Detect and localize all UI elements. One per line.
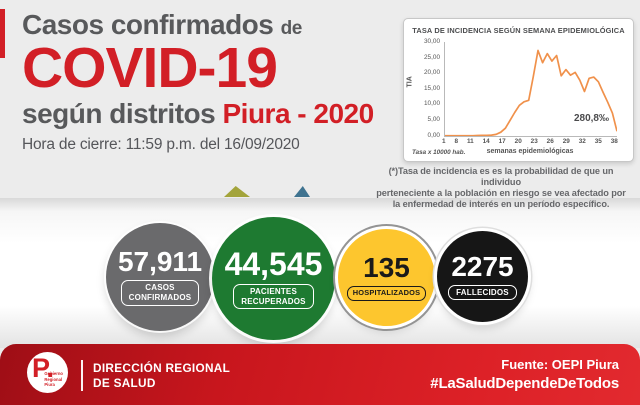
recovered-label-line2: RECUPERADOS bbox=[241, 296, 306, 306]
header-line1-text: Casos confirmados bbox=[22, 9, 274, 40]
x-tick-label: 14 bbox=[482, 138, 490, 145]
deceased-count: 2275 bbox=[451, 250, 514, 282]
header-line1-suffix: de bbox=[280, 18, 303, 39]
chart-x-axis-label: semanas epidemiológicas bbox=[486, 148, 574, 155]
chart-y-axis-label: TIA bbox=[406, 76, 414, 88]
confirmed-label: CASOS CONFIRMADOS bbox=[120, 280, 200, 306]
chart-plot-area: 280,8‰ bbox=[444, 42, 617, 137]
x-tick-label: 23 bbox=[530, 138, 538, 145]
x-axis-ticks: 1 8 11 14 17 20 23 26 29 32 35 38 bbox=[442, 138, 618, 145]
recovered-count: 44,545 bbox=[224, 245, 323, 282]
confirmed-count: 57,911 bbox=[117, 246, 203, 278]
source-text: Fuente: OEPI Piura bbox=[501, 357, 619, 372]
footnote-line: (*)Tasa de incidencia es es la probabili… bbox=[388, 166, 614, 188]
deceased-label-line1: FALLECIDOS bbox=[456, 287, 509, 297]
header-subtitle-red: Piura - 2020 bbox=[222, 98, 374, 130]
org-name: DIRECCIÓN REGIONAL DE SALUD bbox=[93, 361, 230, 390]
x-tick-label: 29 bbox=[562, 138, 570, 145]
footnote-line: perteneciente a la población en riesgo s… bbox=[376, 188, 626, 199]
x-tick-label: 38 bbox=[610, 138, 618, 145]
org-name-line2: DE SALUD bbox=[93, 375, 156, 390]
incidence-chart-card: TASA DE INCIDENCIA SEGÚN SEMANA EPIDEMIO… bbox=[403, 18, 634, 162]
y-tick-label: 10,00 bbox=[424, 100, 440, 108]
hashtag-text: #LaSaludDependeDeTodos bbox=[430, 374, 619, 392]
footer-right: Fuente: OEPI Piura #LaSaludDependeDeTodo… bbox=[430, 357, 619, 393]
page-title: COVID-19 bbox=[22, 36, 278, 101]
chart-annotation: 280,8‰ bbox=[573, 113, 609, 124]
y-tick-label: 30,00 bbox=[424, 38, 440, 45]
footer-divider bbox=[81, 360, 83, 391]
x-tick-label: 1 bbox=[442, 138, 446, 145]
regional-government-logo: P. Gobierno Regional Piura bbox=[27, 352, 68, 393]
x-tick-label: 11 bbox=[466, 138, 474, 145]
x-tick-label: 35 bbox=[594, 138, 602, 145]
y-tick-label: 5,00 bbox=[427, 115, 440, 123]
header-line3: según distritos Piura - 2020 bbox=[22, 99, 374, 128]
footnote-line: la enfermedad de interés en un período e… bbox=[392, 199, 610, 210]
hospitalized-label: HOSPITALIZADOS bbox=[346, 286, 427, 301]
deceased-label: FALLECIDOS bbox=[448, 284, 517, 301]
recovered-label: PACIENTES RECUPERADOS bbox=[233, 283, 314, 310]
y-tick-label: 25,00 bbox=[424, 53, 440, 61]
header: Casos confirmados de COVID-19 según dist… bbox=[22, 10, 374, 154]
incidence-line-svg bbox=[445, 49, 617, 136]
stat-circle-deceased: 2275 FALLECIDOS bbox=[437, 231, 528, 322]
x-tick-label: 8 bbox=[454, 138, 459, 145]
stat-circle-recovered: 44,545 PACIENTES RECUPERADOS bbox=[212, 217, 335, 340]
hospitalized-label-line1: HOSPITALIZADOS bbox=[352, 288, 421, 298]
y-tick-label: 0,00 bbox=[427, 131, 440, 139]
footer-bar: P. Gobierno Regional Piura DIRECCIÓN REG… bbox=[0, 344, 640, 405]
recovered-label-line1: PACIENTES bbox=[250, 286, 297, 296]
hospitalized-count: 135 bbox=[363, 252, 410, 284]
y-tick-label: 20,00 bbox=[424, 69, 440, 77]
incidence-footnote: (*)Tasa de incidencia es es la probabili… bbox=[370, 166, 632, 210]
chart-rate-note: Tasa x 10000 hab. bbox=[412, 149, 466, 156]
left-red-ribbon bbox=[0, 9, 5, 58]
org-name-line1: DIRECCIÓN REGIONAL bbox=[93, 361, 231, 375]
confirmed-label-line1: CASOS bbox=[145, 283, 175, 293]
x-tick-label: 17 bbox=[498, 138, 506, 145]
closing-time: Hora de cierre: 11:59 p.m. del 16/09/202… bbox=[22, 135, 300, 153]
x-tick-label: 26 bbox=[546, 138, 554, 145]
header-line1: Casos confirmados de bbox=[22, 10, 374, 39]
header-subtitle-gray: según distritos bbox=[22, 98, 216, 130]
y-axis-ticks: 30,00 25,00 20,00 15,00 10,00 5,00 0,00 bbox=[416, 38, 440, 139]
map-marker-olive-icon bbox=[224, 186, 250, 197]
chart-title: TASA DE INCIDENCIA SEGÚN SEMANA EPIDEMIO… bbox=[412, 26, 625, 35]
stat-circle-confirmed: 57,911 CASOS CONFIRMADOS bbox=[106, 223, 214, 331]
x-tick-label: 32 bbox=[578, 138, 586, 145]
map-marker-blue-icon bbox=[294, 186, 310, 197]
y-tick-label: 15,00 bbox=[424, 84, 440, 92]
confirmed-label-line2: CONFIRMADOS bbox=[128, 293, 192, 302]
stat-circle-hospitalized: 135 HOSPITALIZADOS bbox=[338, 229, 435, 326]
x-tick-label: 20 bbox=[514, 138, 522, 145]
logo-small-text: Gobierno Regional Piura bbox=[44, 371, 63, 387]
logo-monogram: P. bbox=[32, 353, 55, 383]
